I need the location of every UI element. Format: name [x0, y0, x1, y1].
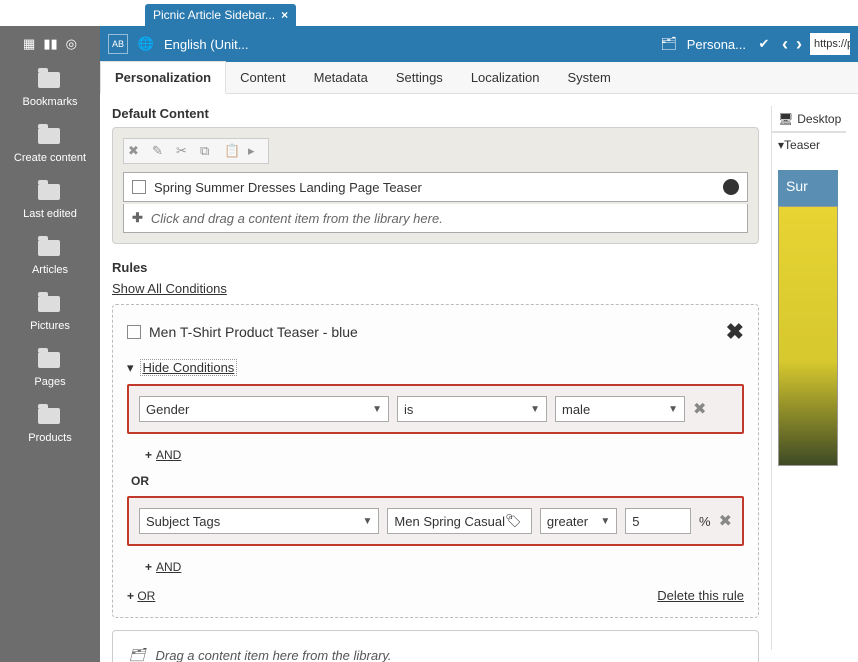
- add-and-condition[interactable]: +AND: [127, 554, 744, 580]
- target-icon[interactable]: ◎: [66, 36, 77, 52]
- globe-icon[interactable]: 🌐: [136, 34, 156, 54]
- sidebar-item-products[interactable]: Products: [0, 398, 100, 454]
- grid-icon[interactable]: ▦: [23, 36, 35, 52]
- language-label: English (Unit...: [164, 37, 249, 52]
- locale-icon[interactable]: [723, 179, 739, 195]
- rules-label: Rules: [112, 260, 759, 275]
- library-hint-text: Drag a content item here from the librar…: [156, 648, 392, 662]
- plus-icon: ✚: [132, 210, 143, 226]
- sidebar-item-articles[interactable]: Articles: [0, 230, 100, 286]
- preview-card: Sur: [778, 170, 838, 466]
- preview-card-title: Sur: [778, 170, 838, 206]
- document-icon: [127, 325, 141, 339]
- url-input[interactable]: https://p: [810, 33, 850, 55]
- default-content-item[interactable]: Spring Summer Dresses Landing Page Tease…: [123, 172, 748, 202]
- sidebar-item-create-content[interactable]: Create content: [0, 118, 100, 174]
- remove-condition-icon[interactable]: ✖: [719, 511, 732, 531]
- nav-back-icon[interactable]: ‹: [782, 34, 788, 55]
- drag-hint-text: Click and drag a content item from the l…: [151, 211, 443, 226]
- unit-label: %: [699, 514, 711, 529]
- sidebar-item-bookmarks[interactable]: Bookmarks: [0, 62, 100, 118]
- sidebar-item-last-edited[interactable]: Last edited: [0, 174, 100, 230]
- sidebar-item-label: Products: [28, 432, 71, 444]
- edit-icon[interactable]: ✎: [152, 143, 168, 159]
- sidebar-item-label: Bookmarks: [22, 96, 77, 108]
- document-icon: [132, 180, 146, 194]
- sidebar-item-label: Create content: [14, 152, 86, 164]
- condition-field-select[interactable]: Gender▼: [139, 396, 389, 422]
- tag-icon: 🏷: [505, 513, 522, 529]
- close-icon[interactable]: ×: [281, 8, 288, 22]
- sidebar-top-icons: ▦ ▮▮ ◎: [0, 26, 100, 62]
- sidebar-item-pictures[interactable]: Pictures: [0, 286, 100, 342]
- remove-condition-icon[interactable]: ✖: [693, 399, 706, 419]
- add-or-condition[interactable]: + OR: [127, 589, 155, 603]
- sidebar-item-label: Pictures: [30, 320, 70, 332]
- tab-localization[interactable]: Localization: [457, 62, 554, 93]
- rule-title: Men T-Shirt Product Teaser - blue: [149, 324, 358, 340]
- condition-row-2: Subject Tags▼ Men Spring Casual🏷 greater…: [127, 496, 744, 546]
- nav-forward-icon[interactable]: ›: [796, 34, 802, 55]
- approve-icon[interactable]: ✔: [754, 34, 774, 54]
- hide-conditions-link[interactable]: Hide Conditions: [140, 359, 238, 376]
- top-toolbar: AB 🌐 English (Unit... 🗂 Persona... ✔ ‹ ›…: [100, 26, 858, 62]
- condition-value-select[interactable]: male▼: [555, 396, 685, 422]
- delete-icon[interactable]: ✖: [128, 143, 144, 159]
- tab-settings[interactable]: Settings: [382, 62, 457, 93]
- drag-hint[interactable]: ✚ Click and drag a content item from the…: [123, 204, 748, 233]
- paste-icon[interactable]: 📋: [224, 143, 240, 159]
- language-selector[interactable]: English (Unit...: [164, 37, 249, 52]
- condition-row-1: Gender▼ is▼ male▼ ✖: [127, 384, 744, 434]
- rule-box: Men T-Shirt Product Teaser - blue ✖ ▾ Hi…: [112, 304, 759, 618]
- condition-tag-select[interactable]: Men Spring Casual🏷: [387, 508, 531, 534]
- content-toolbar: ✖ ✎ ✂ ⧉ 📋 ▸: [123, 138, 269, 164]
- default-content-box: ✖ ✎ ✂ ⧉ 📋 ▸ Spring Summer Dresses Landin…: [112, 127, 759, 244]
- preview-section-toggle[interactable]: ▾ Teaser: [772, 132, 846, 156]
- tab-metadata[interactable]: Metadata: [300, 62, 382, 93]
- or-separator: OR: [127, 468, 744, 496]
- document-tab-title: Picnic Article Sidebar...: [153, 8, 275, 22]
- library-icon[interactable]: ▮▮: [43, 36, 57, 52]
- condition-value-input[interactable]: 5: [625, 508, 691, 534]
- sidebar-item-pages[interactable]: Pages: [0, 342, 100, 398]
- document-tabstrip: Picnic Article Sidebar... ×: [0, 0, 858, 26]
- tab-system[interactable]: System: [553, 62, 624, 93]
- device-selector[interactable]: 🖥 Desktop: [772, 106, 846, 132]
- document-tab[interactable]: Picnic Article Sidebar... ×: [145, 4, 296, 26]
- sidebar-item-label: Last edited: [23, 208, 77, 220]
- persona-label: Persona...: [687, 37, 746, 52]
- delete-rule-link[interactable]: Delete this rule: [657, 588, 744, 603]
- default-content-label: Default Content: [112, 106, 759, 121]
- add-and-condition[interactable]: +AND: [127, 442, 744, 468]
- ab-test-icon[interactable]: AB: [108, 34, 128, 54]
- copy-icon[interactable]: ⧉: [200, 143, 216, 159]
- condition-operator-select[interactable]: greater▼: [540, 508, 617, 534]
- remove-rule-icon[interactable]: ✖: [726, 319, 744, 345]
- sidebar-item-label: Pages: [34, 376, 65, 388]
- cut-icon[interactable]: ✂: [176, 143, 192, 159]
- tab-personalization[interactable]: Personalization: [100, 61, 226, 94]
- sidebar-item-label: Articles: [32, 264, 68, 276]
- desktop-icon: 🖥: [778, 112, 793, 126]
- tab-content[interactable]: Content: [226, 62, 300, 93]
- more-icon[interactable]: ▸: [248, 143, 264, 159]
- content-item-title: Spring Summer Dresses Landing Page Tease…: [154, 180, 422, 195]
- preview-image: [778, 206, 838, 466]
- left-sidebar: ▦ ▮▮ ◎ Bookmarks Create content Last edi…: [0, 26, 100, 662]
- library-dropzone[interactable]: 🗂 Drag a content item here from the libr…: [112, 630, 759, 662]
- show-all-conditions-link[interactable]: Show All Conditions: [112, 281, 227, 296]
- persona-icon[interactable]: 🗂: [659, 34, 679, 54]
- editor-tabs: Personalization Content Metadata Setting…: [100, 62, 858, 94]
- condition-operator-select[interactable]: is▼: [397, 396, 547, 422]
- preview-panel: 🖥 Desktop ▾ Teaser Sur: [771, 106, 846, 650]
- library-icon: 🗂: [129, 647, 146, 662]
- collapse-icon[interactable]: ▾: [127, 360, 134, 376]
- condition-field-select[interactable]: Subject Tags▼: [139, 508, 379, 534]
